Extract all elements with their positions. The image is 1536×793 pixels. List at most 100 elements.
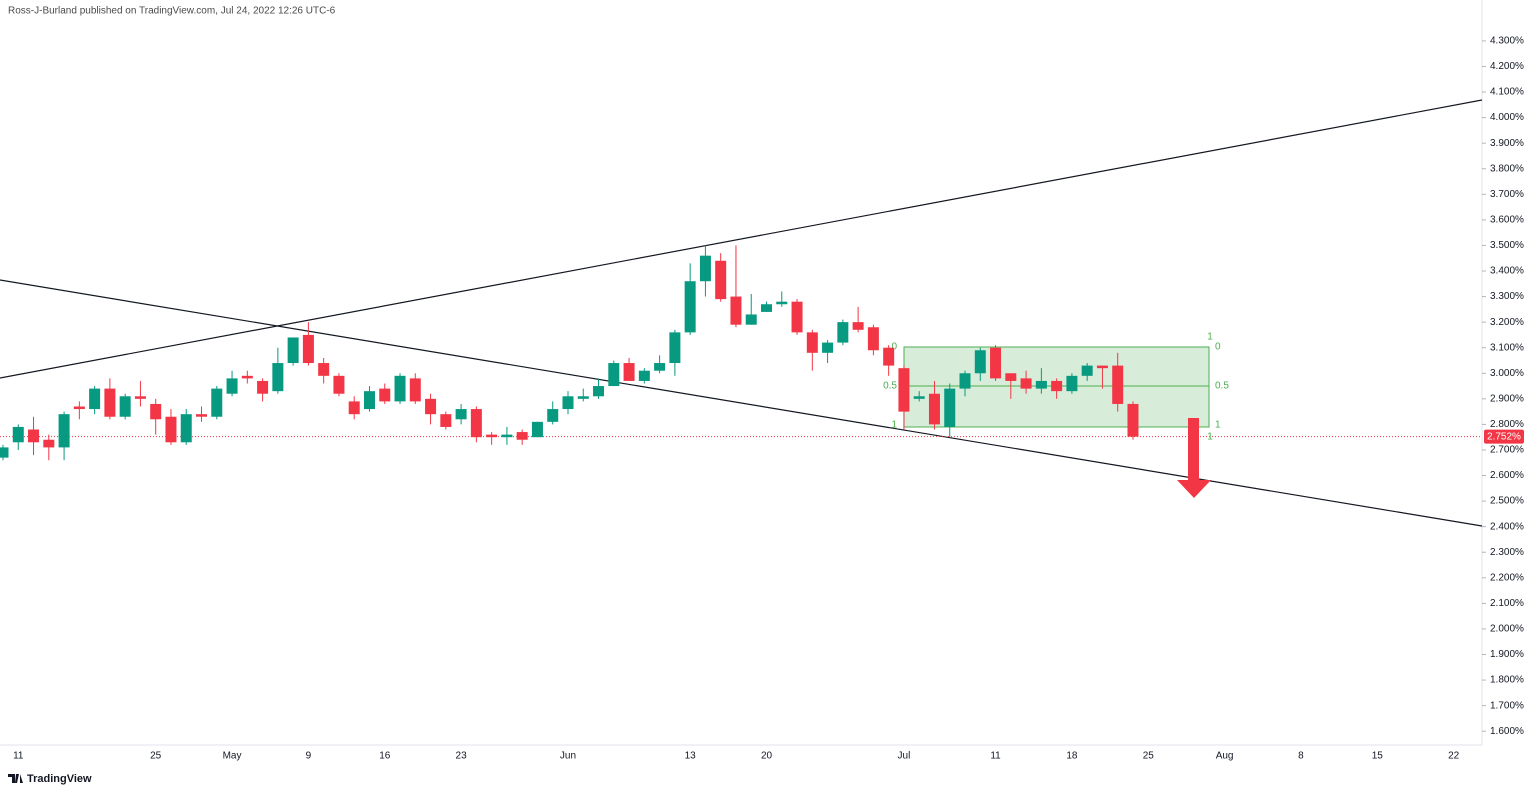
y-tick-label: 4.200% (1490, 61, 1524, 72)
y-tick-label: 1.900% (1490, 649, 1524, 660)
x-tick-label: 22 (1448, 751, 1460, 762)
y-tick-label: 3.700% (1490, 189, 1524, 200)
candle-body (761, 304, 772, 312)
candle-body (501, 434, 513, 438)
candle-body (43, 439, 55, 448)
logo: TradingView (8, 773, 92, 785)
candle-body (470, 409, 482, 438)
y-tick-label: 2.700% (1490, 445, 1524, 456)
y-tick-label: 3.800% (1490, 163, 1524, 174)
y-tick-label: 3.200% (1490, 317, 1524, 328)
x-tick-label: Jun (560, 751, 576, 762)
x-tick-label: 18 (1066, 751, 1078, 762)
y-tick-label: 3.100% (1490, 342, 1524, 353)
candle-body (272, 363, 284, 392)
candle-body (791, 301, 803, 333)
y-tick-label: 3.300% (1490, 291, 1524, 302)
candle-body (898, 368, 910, 412)
candle-body (822, 342, 834, 353)
candle-body (913, 396, 925, 399)
candle-body (486, 434, 498, 438)
candle-body (257, 380, 269, 394)
candle-body (730, 296, 742, 325)
candle-body (363, 391, 375, 410)
candle-body (806, 332, 818, 353)
fib-label: 0 (1215, 342, 1221, 353)
x-tick-label: 15 (1372, 751, 1384, 762)
candle-body (1066, 375, 1078, 392)
x-tick-label: Jul (898, 751, 911, 762)
candle-body (440, 414, 452, 427)
candle-body (119, 396, 131, 417)
candle-body (959, 373, 971, 389)
candle-body (0, 447, 9, 458)
x-tick-label: 23 (456, 751, 468, 762)
candle-body (104, 388, 116, 417)
header: Ross-J-Burland published on TradingView.… (8, 6, 336, 17)
candle-body (638, 370, 650, 381)
last-price-label: 2.752% (1487, 431, 1521, 442)
candle-body (669, 332, 681, 364)
candle-body (1081, 365, 1093, 376)
candle-body (58, 414, 70, 448)
candle-body (531, 421, 543, 438)
y-tick-label: 4.100% (1490, 87, 1524, 98)
candle-body (180, 414, 192, 443)
y-tick-label: 2.400% (1490, 521, 1524, 532)
candle-body (745, 314, 757, 325)
candle-body (883, 347, 895, 366)
x-tick-label: 20 (761, 751, 773, 762)
y-tick-label: 2.900% (1490, 393, 1524, 404)
candle-body (1051, 380, 1063, 392)
candle-body (1112, 365, 1124, 404)
y-tick-label: 2.100% (1490, 598, 1524, 609)
candle-body (593, 386, 605, 397)
candle-body (318, 363, 330, 376)
candle-body (348, 401, 360, 415)
candle-body (1020, 378, 1032, 389)
candle-body (776, 301, 788, 305)
y-tick-label: 2.000% (1490, 624, 1524, 635)
candle-body (852, 322, 864, 330)
logo-icon (8, 774, 23, 783)
candle-body (89, 388, 101, 410)
candle-body (226, 378, 238, 394)
y-tick-label: 1.800% (1490, 675, 1524, 686)
candle-body (241, 375, 253, 379)
y-tick-label: 2.800% (1490, 419, 1524, 430)
candle-body (837, 322, 849, 343)
y-tick-label: 4.000% (1490, 112, 1524, 123)
candle-body (409, 378, 421, 402)
x-tick-label: 25 (150, 751, 162, 762)
x-tick-label: 8 (1298, 751, 1304, 762)
y-tick-label: 2.200% (1490, 572, 1524, 583)
candle-body (577, 396, 589, 399)
x-tick-label: 25 (1143, 751, 1155, 762)
branding: TradingView (27, 773, 92, 785)
x-tick-label: 16 (379, 751, 391, 762)
candle-body (928, 393, 940, 425)
fib-label: 0.5 (1215, 381, 1229, 392)
candle-body (699, 255, 711, 282)
candle-body (1096, 365, 1108, 369)
x-tick-label: 11 (990, 751, 1001, 762)
fib-label: 1 (1207, 332, 1213, 343)
candle-body (684, 281, 696, 333)
down-arrow (1177, 418, 1211, 498)
y-tick-label: 3.500% (1490, 240, 1524, 251)
candle-body (425, 398, 437, 415)
candle-body (12, 426, 24, 443)
fib-label: 1 (891, 420, 897, 431)
y-tick-label: 3.600% (1490, 215, 1524, 226)
candle-body (974, 350, 986, 374)
fib-label: 0 (891, 342, 897, 353)
candle-body (990, 347, 1002, 379)
y-tick-label: 2.500% (1490, 496, 1524, 507)
candle-body (562, 396, 574, 410)
candle-body (944, 388, 956, 427)
candle-body (333, 375, 345, 394)
x-tick-label: 9 (306, 751, 312, 762)
fib-label: 1 (1215, 420, 1221, 431)
